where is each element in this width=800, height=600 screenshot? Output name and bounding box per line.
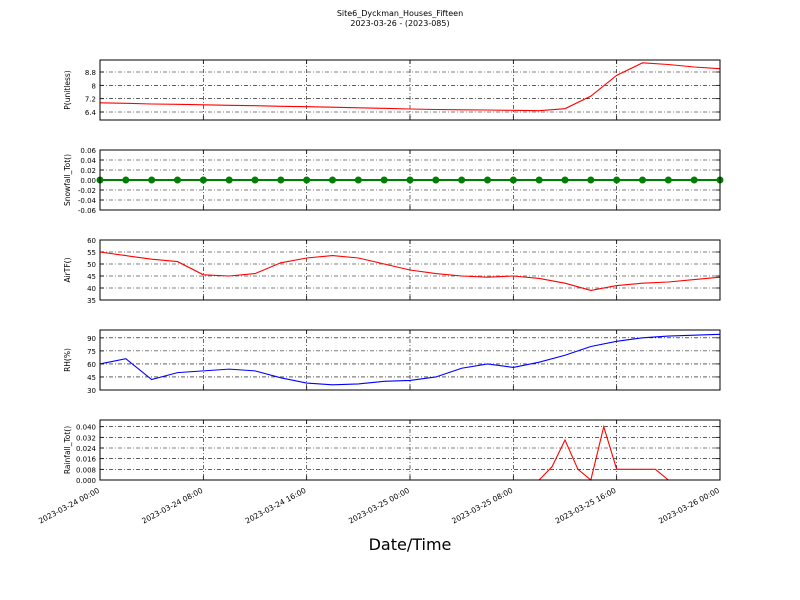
data-marker [690,176,698,184]
data-marker [535,176,543,184]
data-marker [639,176,646,184]
data-marker [199,176,207,184]
data-marker [122,176,130,184]
y-axis-label: Snowfall_Tot() [63,154,72,206]
y-tick-label: 60 [87,361,96,369]
figure-subtitle: 2023-03-26 - (2023-085) [350,19,449,28]
data-marker [509,176,517,184]
y-tick-label: 90 [87,335,96,343]
data-marker [277,176,285,184]
y-axis-label: P(unitless) [63,70,72,109]
y-tick-label: 0.02 [80,167,96,175]
y-tick-label: -0.02 [78,187,96,195]
figure-title: Site6_Dyckman_Houses_Fifteen [337,9,463,18]
data-marker [148,176,156,184]
y-tick-label: 0.06 [80,147,96,155]
data-marker [303,176,311,184]
y-tick-label: 60 [87,237,96,245]
y-tick-label: 8 [92,82,96,90]
y-tick-label: 45 [87,374,96,382]
y-tick-label: 0.024 [76,445,97,453]
x-axis-label: Date/Time [369,535,452,554]
plot-frame [99,149,721,211]
y-tick-label: 0.040 [76,424,96,432]
data-marker [329,176,336,184]
y-axis-label: AirTF() [63,257,72,282]
y-tick-label: 0.016 [76,456,97,464]
y-tick-label: -0.06 [78,207,97,215]
data-marker [484,176,491,184]
y-tick-label: 6.4 [85,109,97,117]
y-tick-label: 35 [87,297,96,305]
data-marker [406,176,414,184]
y-tick-label: 0.04 [80,157,96,165]
data-marker [225,176,233,184]
y-tick-label: 75 [87,348,96,356]
y-tick-label: -0.04 [78,197,97,205]
y-axis-label: RH(%) [63,348,72,372]
data-marker [613,176,621,184]
y-tick-label: 0.000 [76,477,96,485]
y-tick-label: 55 [87,249,96,257]
y-tick-label: 40 [87,285,96,293]
data-marker [587,176,595,184]
plot-frame [99,329,721,391]
data-marker [432,176,440,184]
y-tick-label: 50 [87,261,96,269]
y-tick-label: 0.008 [76,466,96,474]
data-line [99,62,721,112]
data-marker [251,176,259,184]
data-marker [458,176,466,184]
y-tick-label: 30 [87,387,96,395]
plot-frame [99,59,721,121]
plot-frame [99,419,721,481]
y-axis-label: Rainfall_Tot() [63,426,72,474]
plot-frame [99,239,721,301]
data-marker [664,176,672,184]
data-line [99,333,721,386]
data-marker [561,176,569,184]
y-tick-label: 0.032 [76,434,96,442]
y-tick-label: 45 [87,273,96,281]
data-marker [380,176,388,184]
data-line [99,251,721,291]
data-marker [174,176,181,184]
data-marker [354,176,362,184]
y-tick-label: 8.8 [85,69,96,77]
y-tick-label: 0.00 [80,177,96,185]
y-tick-label: 7.2 [85,96,96,104]
